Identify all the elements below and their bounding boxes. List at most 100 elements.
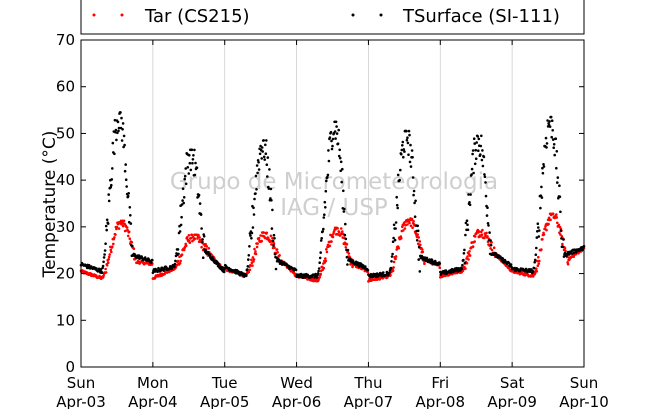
data-point bbox=[479, 153, 482, 156]
data-point bbox=[467, 258, 470, 261]
data-point bbox=[122, 219, 126, 223]
data-point bbox=[423, 256, 427, 259]
data-point bbox=[185, 236, 189, 239]
data-point bbox=[473, 142, 477, 145]
data-point bbox=[250, 258, 253, 262]
x-tick-label-date: Apr-08 bbox=[416, 393, 466, 409]
data-point bbox=[191, 158, 195, 161]
data-point bbox=[547, 222, 550, 226]
data-point bbox=[151, 258, 154, 262]
data-point bbox=[181, 199, 184, 202]
data-point bbox=[572, 255, 575, 258]
data-point bbox=[344, 246, 348, 249]
data-point bbox=[101, 264, 105, 268]
data-point bbox=[324, 189, 328, 193]
data-point bbox=[257, 236, 261, 240]
data-point bbox=[340, 180, 344, 184]
data-point bbox=[477, 137, 481, 141]
data-point bbox=[271, 236, 274, 240]
data-point bbox=[256, 171, 259, 175]
data-point bbox=[192, 154, 195, 157]
data-point bbox=[556, 176, 560, 179]
data-point bbox=[534, 253, 538, 256]
data-point bbox=[409, 143, 412, 147]
data-point bbox=[406, 223, 409, 226]
data-point bbox=[115, 138, 118, 142]
data-point bbox=[465, 262, 469, 265]
data-point bbox=[107, 255, 111, 259]
data-point bbox=[464, 233, 467, 237]
data-point bbox=[95, 267, 98, 270]
data-point bbox=[473, 162, 477, 166]
data-point bbox=[335, 125, 338, 128]
data-point bbox=[318, 256, 322, 260]
data-point bbox=[181, 187, 185, 190]
data-point bbox=[187, 172, 191, 175]
data-point bbox=[325, 179, 328, 183]
data-point bbox=[103, 253, 106, 256]
data-point bbox=[535, 246, 538, 250]
data-point bbox=[344, 222, 347, 226]
data-point bbox=[558, 195, 562, 198]
data-point bbox=[356, 261, 360, 264]
data-point bbox=[535, 267, 538, 271]
data-point bbox=[111, 167, 114, 170]
data-point bbox=[150, 261, 153, 264]
data-point bbox=[542, 233, 546, 236]
data-point bbox=[125, 185, 128, 188]
data-point bbox=[126, 194, 130, 198]
y-tick-label: 50 bbox=[56, 124, 75, 142]
data-point bbox=[153, 270, 157, 273]
data-point bbox=[105, 264, 109, 267]
data-point bbox=[406, 136, 409, 139]
data-point bbox=[337, 230, 341, 234]
data-point bbox=[391, 252, 394, 256]
data-point bbox=[535, 270, 539, 273]
x-tick-label-date: Apr-03 bbox=[56, 393, 106, 409]
data-point bbox=[412, 220, 415, 223]
data-point bbox=[562, 238, 565, 241]
data-point bbox=[394, 257, 397, 261]
data-point bbox=[538, 259, 541, 263]
data-point bbox=[486, 235, 489, 238]
data-point bbox=[201, 238, 204, 241]
data-point bbox=[566, 262, 570, 266]
data-point bbox=[475, 141, 479, 144]
data-point bbox=[329, 130, 333, 134]
data-point bbox=[188, 154, 191, 157]
data-point bbox=[270, 243, 273, 246]
data-point bbox=[342, 210, 346, 213]
y-tick-label: 30 bbox=[56, 218, 75, 236]
data-point bbox=[392, 223, 396, 227]
data-point bbox=[323, 213, 326, 216]
data-point bbox=[265, 139, 268, 142]
data-point bbox=[126, 234, 130, 238]
data-point bbox=[405, 129, 408, 133]
data-point bbox=[267, 187, 271, 190]
data-point bbox=[551, 212, 555, 216]
data-point bbox=[466, 228, 470, 232]
data-point bbox=[465, 257, 468, 260]
data-point bbox=[262, 231, 266, 234]
data-point bbox=[334, 120, 338, 124]
data-point bbox=[321, 230, 325, 233]
data-point bbox=[341, 230, 344, 233]
data-point bbox=[542, 163, 545, 166]
data-point bbox=[462, 252, 466, 255]
data-point bbox=[484, 234, 487, 237]
legend-marker-tsurface bbox=[351, 13, 383, 17]
data-point bbox=[107, 199, 111, 203]
data-point bbox=[255, 164, 259, 167]
data-point bbox=[247, 254, 251, 257]
data-point bbox=[483, 236, 486, 240]
data-point bbox=[129, 214, 132, 217]
x-tick-label-date: Apr-10 bbox=[559, 393, 609, 409]
data-point bbox=[318, 261, 322, 265]
data-point bbox=[246, 268, 249, 271]
data-point bbox=[178, 261, 182, 265]
data-point bbox=[255, 245, 259, 249]
data-point bbox=[531, 270, 535, 273]
data-point bbox=[176, 259, 180, 263]
data-point bbox=[254, 252, 258, 256]
data-point bbox=[110, 178, 114, 181]
